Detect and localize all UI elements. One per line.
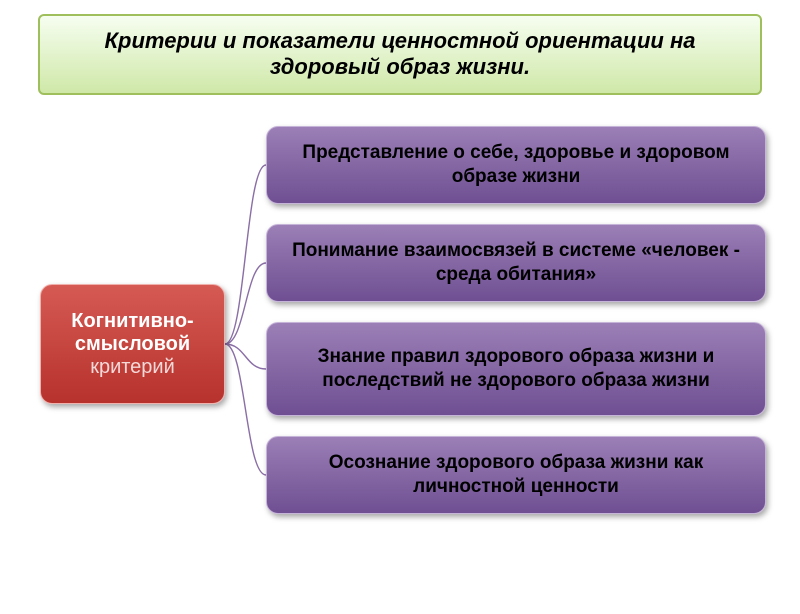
connector-2 bbox=[225, 344, 266, 369]
child-node-2: Знание правил здорового образа жизни и п… bbox=[266, 322, 766, 416]
child-node-1: Понимание взаимосвязей в системе «челове… bbox=[266, 224, 766, 302]
root-node-line1: Когнитивно-смысловой bbox=[41, 310, 224, 356]
child-node-label: Знание правил здорового образа жизни и п… bbox=[289, 345, 743, 393]
connector-1 bbox=[225, 263, 266, 344]
root-node: Когнитивно-смысловой критерий bbox=[40, 284, 225, 404]
child-node-3: Осознание здорового образа жизни как лич… bbox=[266, 436, 766, 514]
child-node-label: Представление о себе, здоровье и здорово… bbox=[289, 141, 743, 189]
root-node-line2: критерий bbox=[90, 356, 175, 379]
child-node-label: Понимание взаимосвязей в системе «челове… bbox=[289, 239, 743, 287]
title-banner: Критерии и показатели ценностной ориента… bbox=[38, 14, 762, 95]
connector-3 bbox=[225, 344, 266, 475]
child-node-0: Представление о себе, здоровье и здорово… bbox=[266, 126, 766, 204]
connector-0 bbox=[225, 165, 266, 344]
child-node-label: Осознание здорового образа жизни как лич… bbox=[289, 451, 743, 499]
